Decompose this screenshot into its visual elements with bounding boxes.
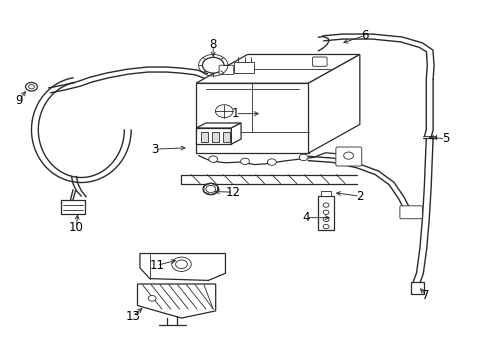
Circle shape <box>216 105 233 118</box>
Polygon shape <box>196 123 241 128</box>
FancyBboxPatch shape <box>336 147 362 166</box>
Circle shape <box>28 85 34 89</box>
Text: 10: 10 <box>69 221 84 234</box>
Polygon shape <box>196 83 309 153</box>
Text: 1: 1 <box>231 107 239 120</box>
Circle shape <box>202 57 224 73</box>
Text: 6: 6 <box>361 29 368 42</box>
Circle shape <box>25 82 37 91</box>
Circle shape <box>343 152 353 159</box>
Circle shape <box>299 154 308 161</box>
Circle shape <box>175 260 187 269</box>
Polygon shape <box>196 128 231 144</box>
Text: 3: 3 <box>151 143 158 156</box>
Polygon shape <box>61 200 85 214</box>
Text: 7: 7 <box>422 289 430 302</box>
Polygon shape <box>138 284 216 318</box>
Circle shape <box>206 185 216 193</box>
Circle shape <box>268 159 276 165</box>
Text: 11: 11 <box>149 259 165 272</box>
Text: 9: 9 <box>16 94 23 107</box>
Bar <box>201 132 208 142</box>
Polygon shape <box>231 123 241 144</box>
Circle shape <box>323 225 329 229</box>
Text: 12: 12 <box>226 186 241 199</box>
Circle shape <box>323 203 329 207</box>
Polygon shape <box>309 54 360 153</box>
Polygon shape <box>140 253 225 280</box>
Text: 13: 13 <box>125 310 140 323</box>
FancyBboxPatch shape <box>313 57 327 66</box>
Polygon shape <box>411 282 424 294</box>
Circle shape <box>323 210 329 215</box>
FancyBboxPatch shape <box>400 206 422 219</box>
Circle shape <box>148 296 156 301</box>
Text: 4: 4 <box>302 211 310 224</box>
Text: 5: 5 <box>441 132 449 145</box>
Circle shape <box>172 257 191 271</box>
Text: 8: 8 <box>210 38 217 51</box>
Polygon shape <box>196 54 360 83</box>
Circle shape <box>241 158 249 165</box>
Polygon shape <box>321 191 331 196</box>
Bar <box>222 132 230 142</box>
Text: 2: 2 <box>356 190 364 203</box>
Circle shape <box>209 156 218 162</box>
Circle shape <box>203 183 219 195</box>
Bar <box>212 132 219 142</box>
FancyBboxPatch shape <box>219 65 234 75</box>
Circle shape <box>323 217 329 222</box>
Polygon shape <box>234 62 254 73</box>
Polygon shape <box>318 196 334 230</box>
